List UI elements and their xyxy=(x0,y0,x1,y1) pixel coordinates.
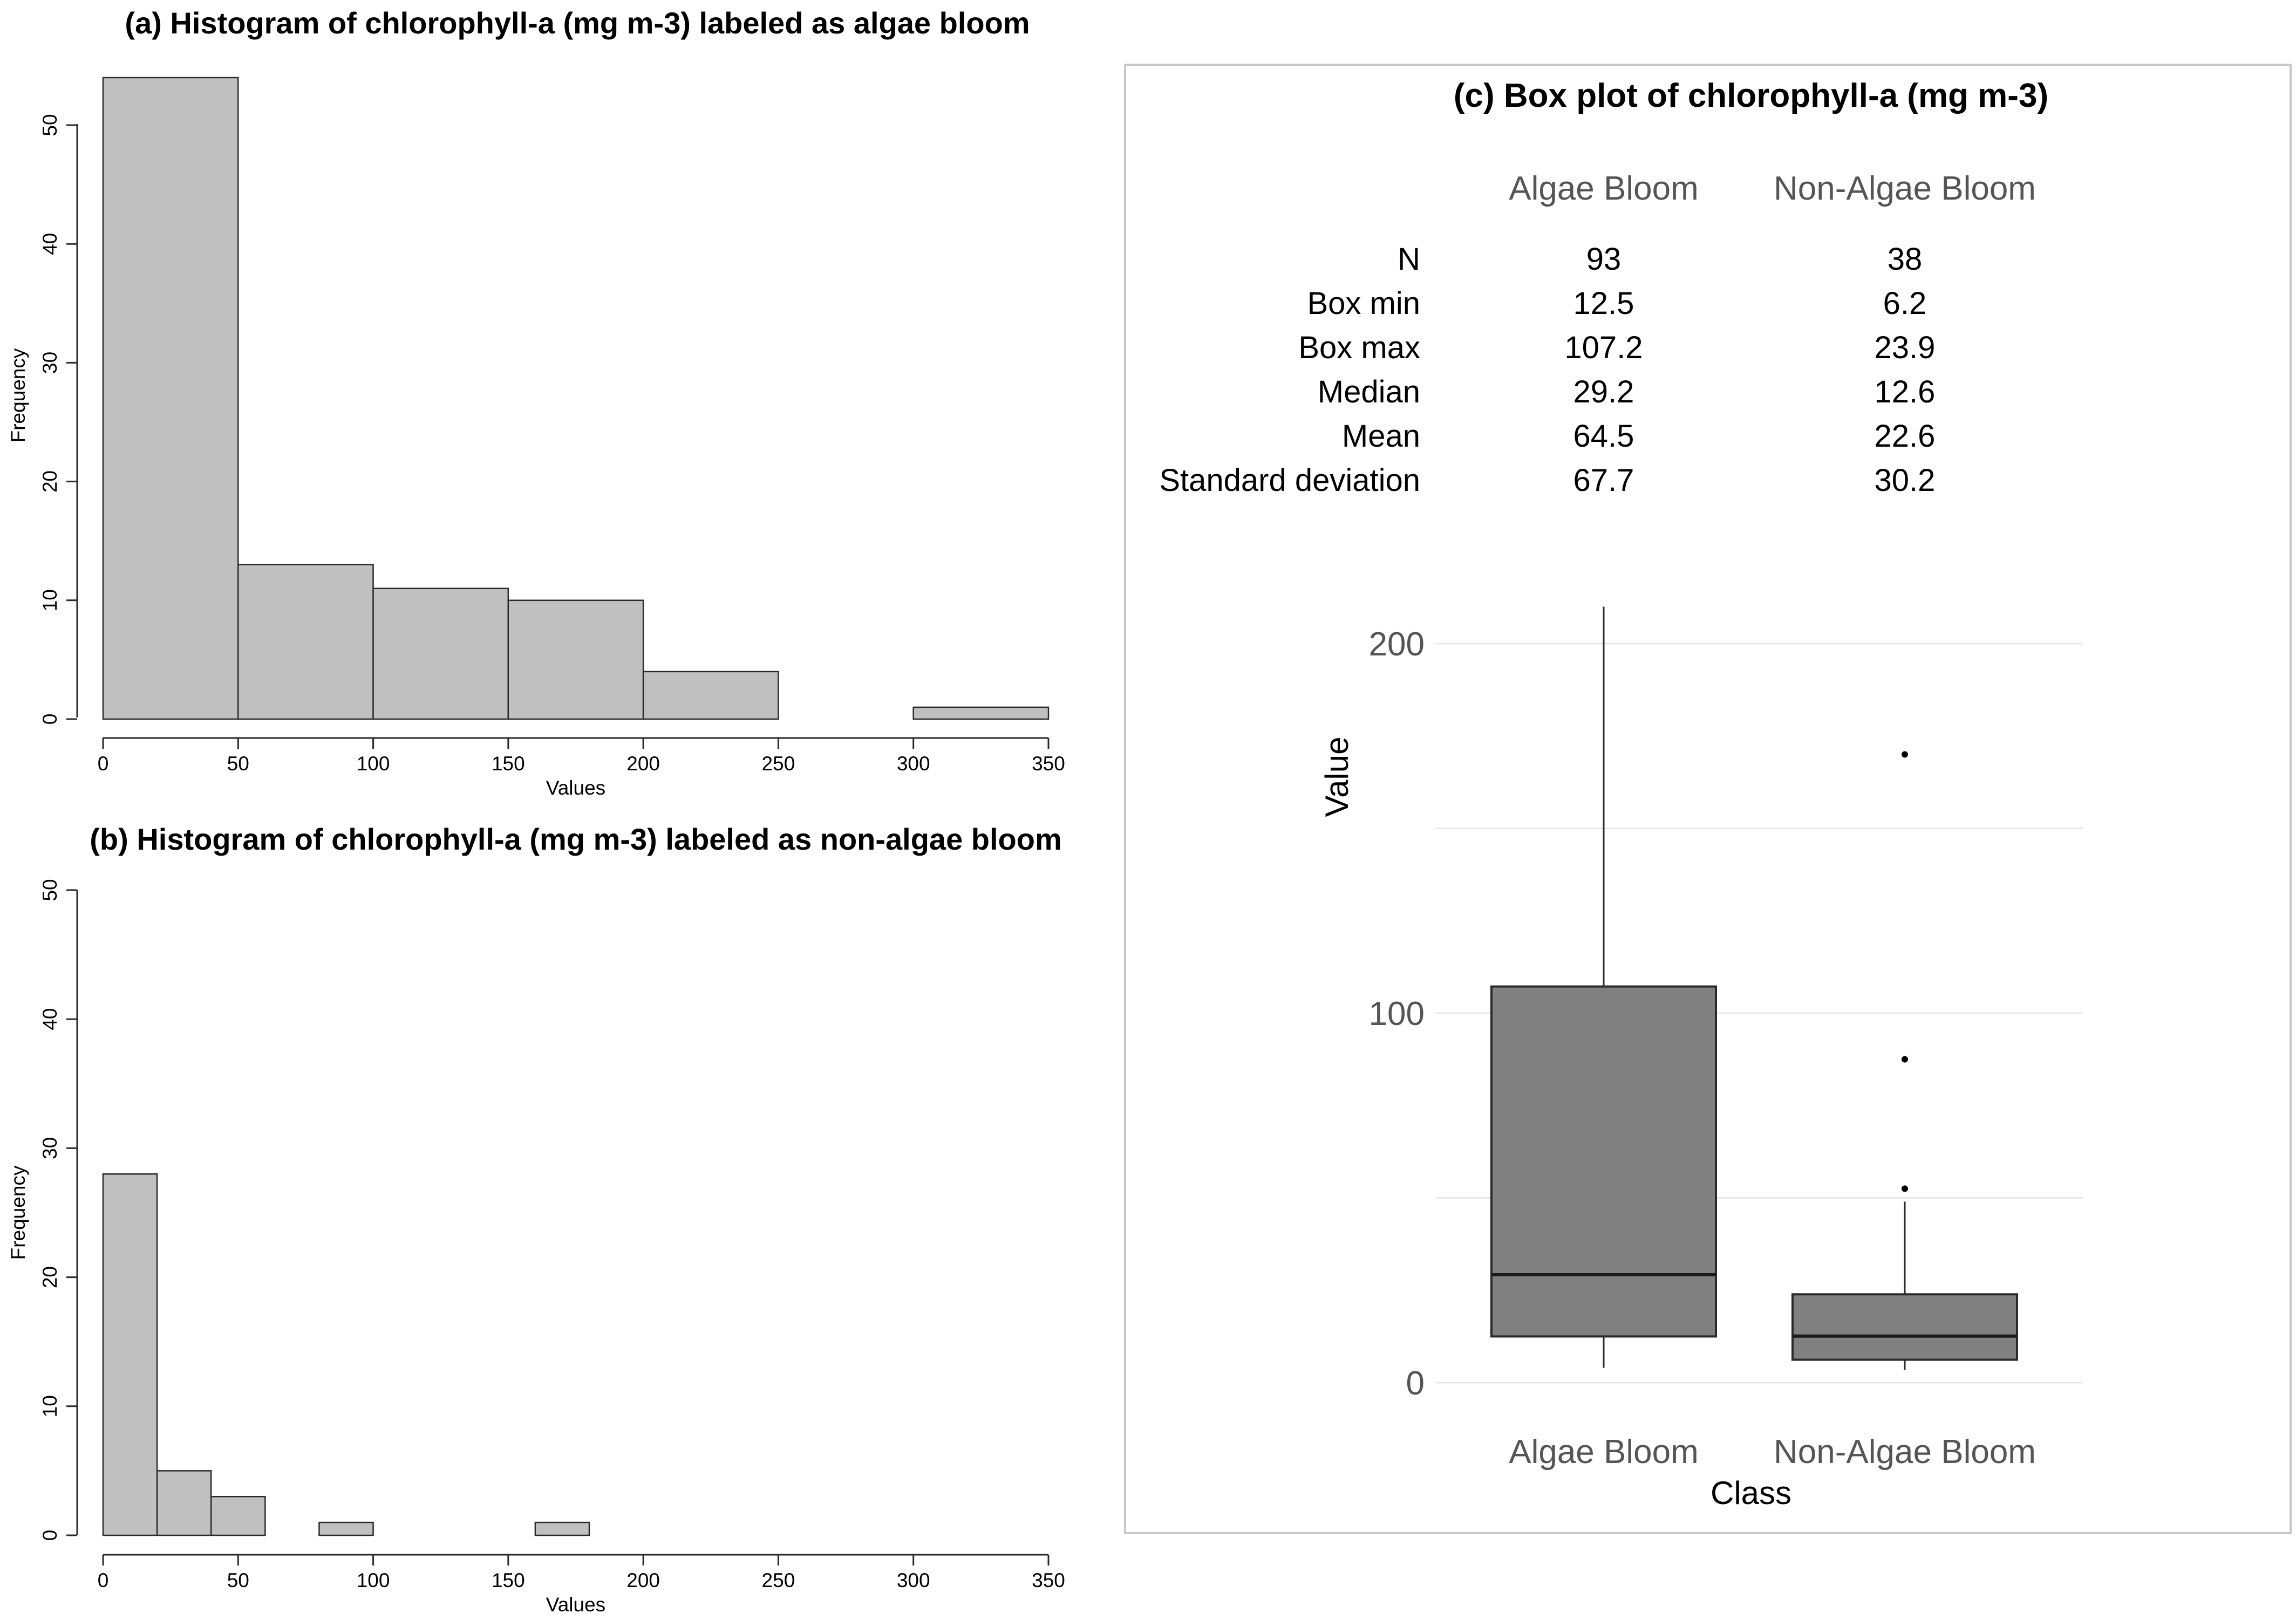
stats-cell: 93 xyxy=(1586,242,1621,277)
panel-b-x-tick-label: 350 xyxy=(1032,1569,1065,1591)
panel-a-bar xyxy=(507,599,644,720)
panel-c-x-tick-label: Algae Bloom xyxy=(1509,1433,1699,1471)
panel-a-y-tick-label: 10 xyxy=(39,589,61,611)
panel-a-y-label: Frequency xyxy=(7,348,29,442)
stats-cell: 22.6 xyxy=(1875,419,1936,454)
box-iqr xyxy=(1490,985,1717,1338)
box-outlier-point xyxy=(1902,1056,1908,1063)
panel-c-y-tick-label: 100 xyxy=(1369,995,1425,1033)
panel-b-x-label: Values xyxy=(546,1594,605,1616)
panel-b-title: (b) Histogram of chlorophyll-a (mg m-3) … xyxy=(90,822,1062,856)
panel-a-bar xyxy=(372,587,509,720)
panel-c-y-ticks: 0 100 200 xyxy=(1369,626,1425,1402)
panel-b-y-tick-label: 10 xyxy=(39,1395,61,1417)
stats-cell: 67.7 xyxy=(1573,463,1634,498)
stats-cell: 6.2 xyxy=(1883,286,1927,321)
stats-cell: 29.2 xyxy=(1573,374,1634,409)
panel-a-bar xyxy=(102,77,239,720)
stats-cell: 12.6 xyxy=(1875,374,1936,409)
panel-b-y-tick-label: 50 xyxy=(39,879,61,901)
panel-b-bars xyxy=(102,1173,590,1536)
panel-b-x-ticks: 0 50 100 150 200 250 300 350 xyxy=(98,1555,1065,1591)
panel-a-x-tick-label: 200 xyxy=(626,753,660,775)
panel-b-bar xyxy=(534,1521,590,1536)
panel-a-x-tick-label: 150 xyxy=(492,753,525,775)
panel-a-bars xyxy=(102,77,1050,720)
panel-b-y-tick-label: 0 xyxy=(39,1530,61,1541)
panel-a-y-tick-label: 0 xyxy=(39,714,61,725)
panel-a-histogram-algae-bloom: (a) Histogram of chlorophyll-a (mg m-3) … xyxy=(7,6,1065,799)
panel-a-title: (a) Histogram of chlorophyll-a (mg m-3) … xyxy=(125,6,1030,40)
panel-b-x-tick-label: 100 xyxy=(357,1569,390,1591)
panel-c-y-label: Value xyxy=(1319,736,1355,817)
panel-c-x-tick-label: Non-Algae Bloom xyxy=(1774,1433,2036,1471)
panel-a-bar xyxy=(912,706,1050,720)
stats-column-header: Algae Bloom xyxy=(1509,170,1699,207)
panel-a-x-tick-label: 100 xyxy=(357,753,390,775)
panel-a-y-tick-label: 40 xyxy=(39,233,61,255)
panel-a-x-tick-label: 350 xyxy=(1032,753,1065,775)
panel-a-y-tick-label: 20 xyxy=(39,470,61,493)
stats-row-label: Median xyxy=(1318,374,1420,409)
panel-a-y-tick-label: 50 xyxy=(39,114,61,136)
panel-b-x-tick-label: 250 xyxy=(762,1569,795,1591)
panel-b-histogram-non-algae-bloom: (b) Histogram of chlorophyll-a (mg m-3) … xyxy=(7,822,1065,1616)
panel-b-bar xyxy=(156,1470,212,1536)
stats-row-label: Standard deviation xyxy=(1159,463,1420,498)
box-iqr xyxy=(1791,1293,2018,1361)
panel-a-y-ticks: 0 10 20 30 40 50 xyxy=(39,114,77,724)
stats-cell: 23.9 xyxy=(1875,330,1936,365)
panel-b-bar xyxy=(210,1495,266,1536)
panel-c-box-plot: (c) Box plot of chlorophyll-a (mg m-3) A… xyxy=(1124,64,2292,1534)
panel-c-y-tick-label: 200 xyxy=(1369,626,1425,663)
panel-b-bar xyxy=(102,1173,158,1536)
panel-b-y-tick-label: 30 xyxy=(39,1137,61,1159)
stats-cell: 107.2 xyxy=(1564,330,1643,365)
panel-a-x-tick-label: 250 xyxy=(762,753,795,775)
stats-row-label: N xyxy=(1398,242,1420,277)
panel-c-x-ticks: Algae Bloom Non-Algae Bloom xyxy=(1509,1433,2036,1471)
stats-cell: 38 xyxy=(1888,242,1923,277)
panel-c-stats-table: Algae Bloom Non-Algae Bloom N 93 38 Box min 12… xyxy=(1159,170,2036,498)
stats-cell: 12.5 xyxy=(1573,286,1634,321)
panel-b-y-tick-label: 40 xyxy=(39,1008,61,1030)
panel-a-bar xyxy=(237,564,374,720)
panel-a-bar xyxy=(642,671,779,720)
panel-a-y-tick-label: 30 xyxy=(39,352,61,374)
stats-row-label: Box min xyxy=(1307,286,1420,321)
panel-c-title: (c) Box plot of chlorophyll-a (mg m-3) xyxy=(1454,77,2048,114)
panel-c-x-label: Class xyxy=(1711,1475,1791,1511)
panel-b-y-tick-label: 20 xyxy=(39,1266,61,1288)
box-outlier-point xyxy=(1902,751,1908,758)
stats-row-label: Box max xyxy=(1298,330,1420,365)
panel-a-x-tick-label: 300 xyxy=(897,753,930,775)
box-outlier-point xyxy=(1902,1185,1908,1192)
panel-a-x-tick-label: 50 xyxy=(227,753,249,775)
stats-cell: 64.5 xyxy=(1573,419,1634,454)
panel-a-x-ticks: 0 50 100 150 200 250 300 350 xyxy=(98,738,1065,775)
panel-b-y-label: Frequency xyxy=(7,1165,29,1260)
panel-b-x-tick-label: 50 xyxy=(227,1569,249,1591)
panel-b-x-tick-label: 150 xyxy=(492,1569,525,1591)
panel-b-bar xyxy=(318,1521,374,1536)
panel-a-x-tick-label: 0 xyxy=(98,753,109,775)
panel-b-y-ticks: 0 10 20 30 40 50 xyxy=(39,879,77,1541)
panel-b-x-tick-label: 300 xyxy=(897,1569,930,1591)
panel-a-x-label: Values xyxy=(546,777,605,799)
panel-c-y-tick-label: 0 xyxy=(1406,1365,1425,1402)
panel-b-x-tick-label: 200 xyxy=(626,1569,660,1591)
stats-cell: 30.2 xyxy=(1875,463,1936,498)
stats-row-label: Mean xyxy=(1342,419,1420,454)
stats-column-header: Non-Algae Bloom xyxy=(1774,170,2036,207)
panel-b-x-tick-label: 0 xyxy=(98,1569,109,1591)
panel-c-boxes xyxy=(1490,606,2018,1370)
